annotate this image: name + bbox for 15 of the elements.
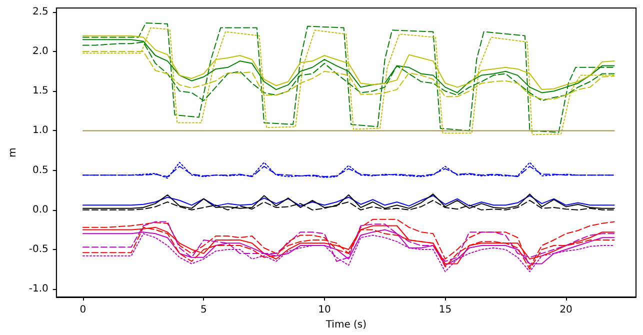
x-axis-title: Time (s) [324,319,367,330]
y-tick-label: 2.5 [32,6,48,18]
x-tick-label: 0 [80,304,86,316]
y-axis-title: m [8,148,18,158]
x-tick-label: 5 [200,304,207,316]
y-tick-label: 2.0 [32,46,48,58]
x-tick-label: 15 [438,304,452,316]
y-tick-label: 0.5 [32,164,48,176]
y-tick-label: -0.5 [28,244,48,255]
x-tick-label: 20 [560,304,572,316]
y-tick-label: 0.0 [32,204,48,216]
y-tick-label: 1.0 [32,125,48,136]
y-tick-label: -1.0 [28,284,48,295]
x-tick-label: 10 [318,304,331,316]
y-tick-label: 1.5 [32,86,48,97]
